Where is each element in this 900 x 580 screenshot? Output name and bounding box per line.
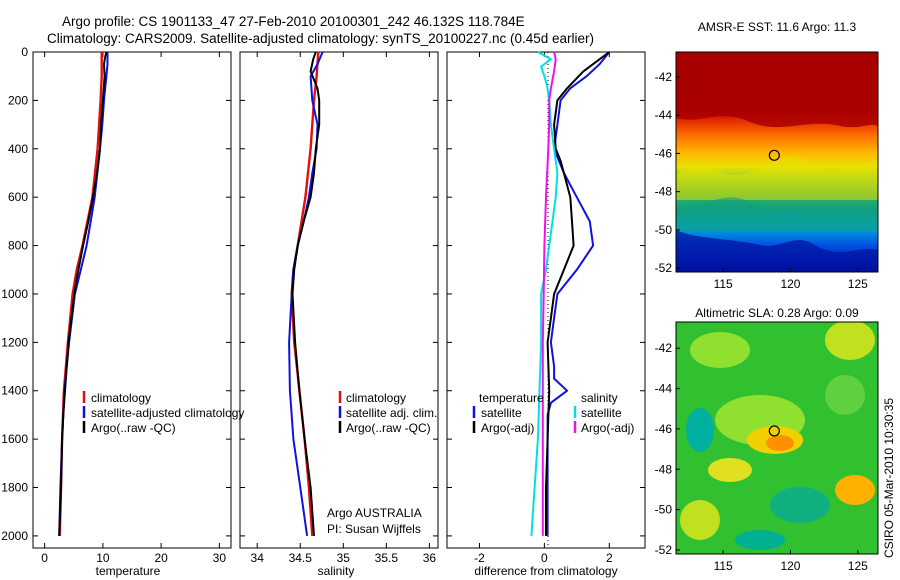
map-x-tick-label: 120 [780, 559, 800, 573]
x-tick-label: 35.5 [375, 551, 399, 565]
map-x-tick-label: 115 [714, 277, 733, 291]
depth-tick-label: 800 [8, 239, 28, 253]
map-x-tick-label: 125 [848, 277, 868, 291]
difference-legend: temperature satellite Argo(-adj) salinit… [472, 391, 634, 435]
legend-title-temperature: temperature [479, 391, 544, 405]
x-tick-label: 10 [96, 551, 110, 565]
map-y-tick-label: -48 [655, 462, 673, 476]
sst-map-field [676, 52, 878, 272]
legend-label-sal-argo: Argo(-adj) [581, 421, 634, 435]
argo-position-marker [768, 425, 780, 437]
legend-label-argo: Argo(..raw -QC) [346, 421, 431, 435]
map-y-tick-label: -42 [655, 341, 673, 355]
series-line-argo-raw-qc- [291, 51, 321, 536]
map-y-tick-label: -52 [655, 261, 673, 275]
sst-map-axes: 115 120 125 -42 -44 -46 -48 -50 -52 [655, 70, 868, 291]
x-tick-label: 2 [606, 551, 613, 565]
salinity-axis-label: salinity [318, 564, 355, 578]
legend-label-satellite-adjusted: satellite-adjusted climatology [91, 406, 244, 420]
argo-owner-label: Argo AUSTRALIA [327, 506, 422, 520]
map-y-tick-label: -52 [655, 543, 673, 557]
depth-tick-label: 600 [8, 190, 28, 204]
series-line-salinity-satellite [530, 51, 559, 536]
pi-label: PI: Susan Wijffels [327, 522, 421, 536]
series-line-argo-raw-qc- [58, 51, 108, 536]
temperature-legend: climatology satellite-adjusted climatolo… [82, 391, 244, 435]
temperature-axis-label: temperature [96, 564, 161, 578]
difference-axis-label: difference from climatology [474, 564, 617, 578]
timestamp-label: CSIRO 05-Mar-2010 10:30:35 [882, 398, 896, 558]
series-line-temperature-satellite [546, 51, 611, 536]
map-y-tick-label: -50 [655, 223, 673, 237]
x-tick-label: -2 [474, 551, 485, 565]
depth-tick-label: 2000 [1, 529, 28, 543]
legend-label-climatology: climatology [346, 391, 406, 405]
legend-label-temp-argo: Argo(-adj) [481, 421, 534, 435]
difference-panel: -2 0 2 [447, 51, 645, 565]
map-x-tick-label: 120 [780, 277, 800, 291]
depth-tick-label: 1200 [1, 335, 28, 349]
argo-position-marker [768, 149, 780, 161]
map-y-tick-label: -44 [655, 382, 673, 396]
legend-label-argo: Argo(..raw -QC) [91, 421, 176, 435]
x-tick-label: 35 [337, 551, 351, 565]
series-line-temperature-argo-adj- [545, 51, 610, 536]
depth-tick-label: 1400 [1, 384, 28, 398]
x-tick-label: 34 [251, 551, 265, 565]
sla-map-frame [675, 321, 879, 555]
salinity-panel-frame [239, 51, 439, 549]
salinity-panel: 34 34.5 35 35.5 36 [240, 51, 438, 565]
legend-label-climatology: climatology [91, 391, 151, 405]
x-tick-label: 0 [41, 551, 48, 565]
legend-label-temp-satellite: satellite [481, 406, 522, 420]
legend-label-satellite-adj: satellite adj. clim. [346, 406, 437, 420]
x-tick-label: 20 [154, 551, 168, 565]
map-x-tick-label: 125 [848, 559, 868, 573]
map-y-tick-label: -46 [655, 422, 673, 436]
x-tick-label: 30 [213, 551, 227, 565]
depth-tick-label: 1600 [1, 432, 28, 446]
temperature-panel-frame [32, 51, 232, 549]
series-line-climatology [58, 52, 103, 536]
sla-map-title: Altimetric SLA: 0.28 Argo: 0.09 [695, 306, 859, 320]
depth-tick-label: 1000 [1, 287, 28, 301]
x-tick-label: 0 [541, 551, 548, 565]
map-y-tick-label: -42 [655, 70, 673, 84]
series-line-climatology [290, 51, 320, 536]
temperature-panel: 0 10 20 30 [33, 51, 231, 565]
figure-title-line1: Argo profile: CS 1901133_47 27-Feb-2010 … [62, 14, 525, 29]
map-y-tick-label: -44 [655, 108, 673, 122]
series-line-salinity-argo-adj- [541, 51, 557, 536]
sst-map-frame [675, 51, 879, 273]
salinity-legend: climatology satellite adj. clim. Argo(..… [338, 391, 437, 435]
depth-tick-label: 400 [8, 142, 28, 156]
x-tick-label: 34.5 [289, 551, 313, 565]
depth-tick-label: 1800 [1, 481, 28, 495]
sla-map-axes: 115 120 125 -42 -44 -46 -48 -50 -52 [655, 341, 868, 573]
map-y-tick-label: -50 [655, 503, 673, 517]
map-y-tick-label: -48 [655, 185, 673, 199]
sla-map-field [676, 322, 878, 554]
depth-tick-label: 200 [8, 93, 28, 107]
x-tick-label: 36 [423, 551, 437, 565]
map-x-tick-label: 115 [714, 559, 733, 573]
legend-label-sal-satellite: satellite [581, 406, 622, 420]
map-y-tick-label: -46 [655, 146, 673, 160]
figure-title-line2: Climatology: CARS2009. Satellite-adjuste… [47, 31, 594, 46]
legend-title-salinity: salinity [581, 391, 618, 405]
difference-panel-frame [446, 51, 646, 549]
sst-map-title: AMSR-E SST: 11.6 Argo: 11.3 [698, 20, 857, 34]
depth-axis: 0 200 400 600 800 1000 1200 1400 1600 1800 2000 [1, 45, 28, 543]
depth-tick-label: 0 [21, 45, 28, 59]
